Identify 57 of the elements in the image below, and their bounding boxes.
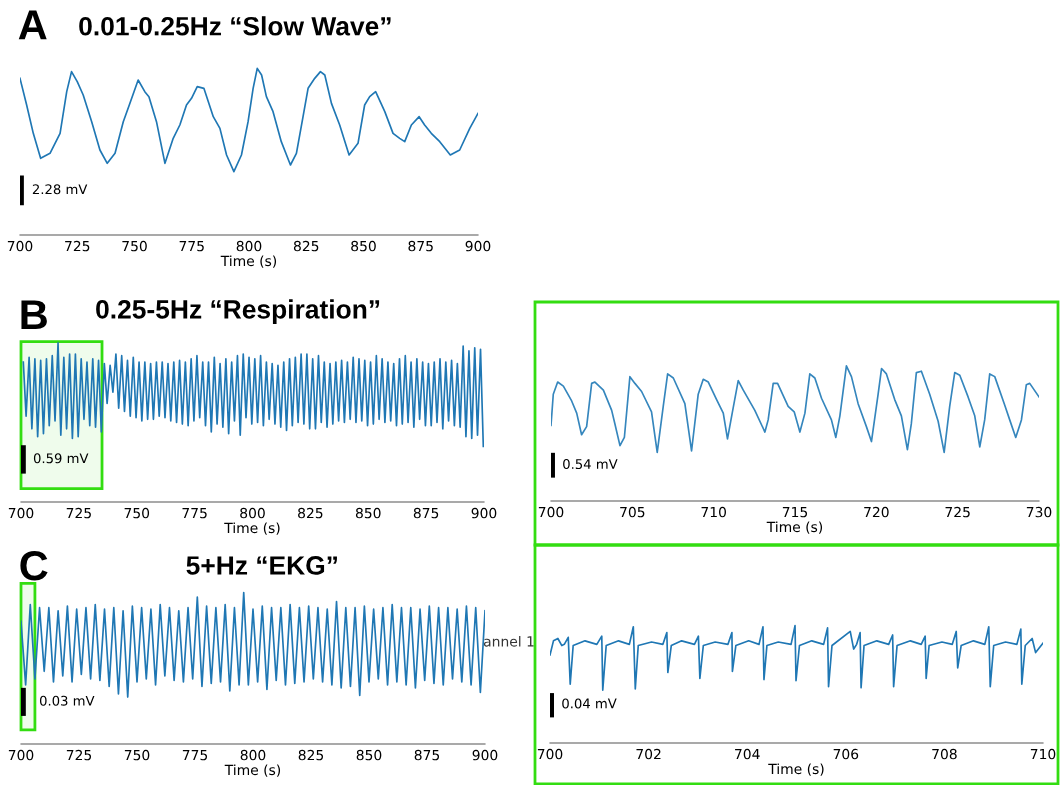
- annotation: 0.59 mV: [33, 453, 89, 464]
- x-tick-label: 900: [465, 240, 491, 252]
- x-tick-label: 875: [408, 240, 433, 252]
- x-tick-label: 825: [293, 240, 319, 252]
- x-axis-title: Time (s): [224, 764, 281, 777]
- x-tick-label: 875: [414, 749, 440, 761]
- x-tick-label: 708: [932, 748, 957, 760]
- x-tick-label: 750: [122, 240, 147, 252]
- x-tick-label: 850: [356, 749, 382, 761]
- chart-title: 0.01-0.25Hz “Slow Wave”: [79, 16, 391, 36]
- x-tick-label: 900: [472, 749, 498, 761]
- x-tick-label: 775: [182, 507, 207, 519]
- x-axis-title: Time (s): [224, 522, 280, 535]
- x-tick-label: 775: [179, 240, 204, 252]
- x-tick-label: 700: [7, 240, 33, 252]
- x-tick-label: 825: [298, 507, 323, 519]
- x-tick-label: 700: [8, 749, 34, 761]
- annotation: 0.54 mV: [563, 459, 618, 470]
- annotation: 2.28 mV: [32, 184, 88, 195]
- x-tick-label: 710: [1030, 748, 1056, 760]
- text: A: [18, 10, 47, 40]
- annotation: 0.04 mV: [562, 698, 617, 709]
- x-tick-label: 720: [864, 506, 889, 518]
- x-tick-label: 800: [240, 507, 265, 519]
- text: B: [21, 300, 47, 330]
- x-tick-label: 750: [124, 507, 150, 519]
- x-tick-label: 750: [124, 749, 150, 761]
- x-tick-label: 850: [351, 240, 376, 252]
- annotation: annel 1: [483, 635, 534, 647]
- annotation: 0.03 mV: [39, 695, 95, 706]
- x-axis-title: Time (s): [220, 255, 277, 268]
- x-tick-label: 725: [65, 240, 90, 252]
- x-tick-label: 775: [182, 749, 208, 761]
- x-tick-label: 800: [240, 749, 266, 761]
- x-tick-label: 725: [66, 749, 92, 761]
- x-tick-label: 704: [735, 748, 760, 760]
- x-tick-label: 702: [636, 748, 661, 760]
- x-tick-label: 700: [8, 507, 34, 519]
- x-tick-label: 715: [782, 506, 808, 518]
- x-tick-label: 705: [620, 506, 645, 518]
- x-tick-label: 800: [236, 240, 262, 252]
- x-tick-label: 730: [1026, 506, 1052, 518]
- chart-title: 5+Hz “EKG”: [186, 556, 337, 575]
- x-tick-label: 825: [298, 749, 324, 761]
- x-axis-title: Time (s): [766, 521, 823, 534]
- x-tick-label: 706: [833, 748, 859, 760]
- x-tick-label: 725: [945, 506, 970, 518]
- chart-title: 0.25-5Hz “Respiration”: [96, 299, 380, 324]
- x-tick-label: 875: [413, 507, 439, 519]
- x-axis-title: Time (s): [768, 763, 824, 776]
- x-tick-label: 900: [471, 507, 497, 519]
- x-tick-label: 700: [537, 748, 563, 760]
- text: C: [20, 550, 48, 581]
- x-tick-label: 700: [538, 506, 564, 518]
- x-tick-label: 850: [355, 507, 381, 519]
- x-tick-label: 725: [66, 507, 91, 519]
- x-tick-label: 710: [701, 506, 726, 518]
